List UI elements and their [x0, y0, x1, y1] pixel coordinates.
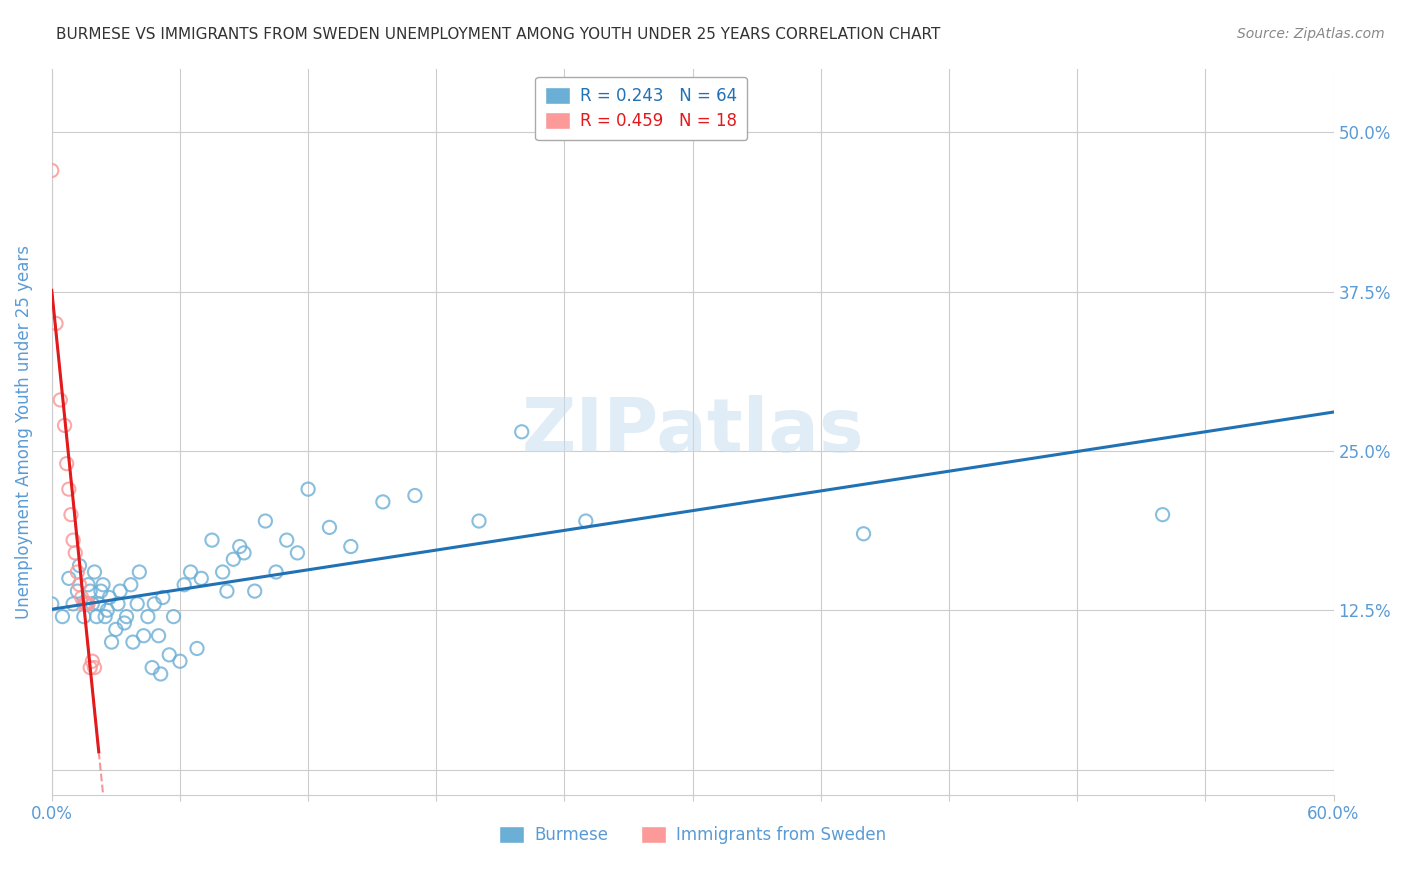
Point	[98, 591, 121, 605]
Point	[82, 654, 104, 668]
Point	[45, 317, 67, 331]
Point	[55, 457, 77, 471]
Point	[127, 597, 149, 611]
Point	[149, 667, 172, 681]
Point	[77, 578, 100, 592]
Point	[575, 514, 598, 528]
Point	[148, 629, 170, 643]
Point	[233, 546, 256, 560]
Text: ZIPatlas: ZIPatlas	[522, 395, 863, 468]
Point	[69, 558, 91, 573]
Point	[468, 514, 491, 528]
Point	[211, 565, 233, 579]
Point	[86, 609, 108, 624]
Text: Source: ZipAtlas.com: Source: ZipAtlas.com	[1237, 27, 1385, 41]
Point	[157, 648, 180, 662]
Point	[1152, 508, 1174, 522]
Point	[186, 641, 208, 656]
Point	[94, 609, 117, 624]
Point	[201, 533, 224, 548]
Point	[371, 495, 394, 509]
Point	[69, 578, 91, 592]
Point	[82, 597, 104, 611]
Point	[96, 603, 118, 617]
Point	[215, 584, 238, 599]
Point	[404, 489, 426, 503]
Point	[65, 546, 87, 560]
Point	[100, 635, 122, 649]
Point	[70, 591, 93, 605]
Point	[66, 565, 89, 579]
Point	[75, 597, 97, 611]
Point	[53, 418, 76, 433]
Point	[83, 660, 105, 674]
Point	[340, 540, 363, 554]
Point	[58, 571, 80, 585]
Point	[120, 578, 142, 592]
Point	[90, 584, 112, 599]
Point	[62, 597, 84, 611]
Point	[510, 425, 533, 439]
Point	[152, 591, 174, 605]
Point	[87, 597, 110, 611]
Point	[276, 533, 298, 548]
Point	[41, 597, 63, 611]
Point	[79, 584, 101, 599]
Point	[229, 540, 252, 554]
Point	[287, 546, 309, 560]
Point	[73, 609, 96, 624]
Y-axis label: Unemployment Among Youth under 25 years: Unemployment Among Youth under 25 years	[15, 244, 32, 619]
Text: BURMESE VS IMMIGRANTS FROM SWEDEN UNEMPLOYMENT AMONG YOUTH UNDER 25 YEARS CORREL: BURMESE VS IMMIGRANTS FROM SWEDEN UNEMPL…	[56, 27, 941, 42]
Point	[141, 660, 163, 674]
Point	[143, 597, 166, 611]
Point	[49, 392, 72, 407]
Point	[136, 609, 159, 624]
Point	[222, 552, 245, 566]
Point	[62, 533, 84, 548]
Point	[104, 623, 127, 637]
Point	[264, 565, 287, 579]
Point	[79, 660, 101, 674]
Point	[162, 609, 184, 624]
Point	[852, 526, 875, 541]
Point	[108, 584, 131, 599]
Point	[66, 584, 89, 599]
Point	[243, 584, 266, 599]
Point	[297, 482, 319, 496]
Point	[75, 597, 97, 611]
Point	[91, 578, 114, 592]
Point	[180, 565, 202, 579]
Point	[190, 571, 212, 585]
Point	[173, 578, 195, 592]
Legend: R = 0.243   N = 64, R = 0.459   N = 18: R = 0.243 N = 64, R = 0.459 N = 18	[536, 77, 748, 140]
Point	[73, 597, 96, 611]
Point	[254, 514, 277, 528]
Point	[128, 565, 150, 579]
Point	[59, 508, 82, 522]
Point	[115, 609, 138, 624]
Point	[83, 565, 105, 579]
Point	[122, 635, 145, 649]
Point	[58, 482, 80, 496]
Point	[169, 654, 191, 668]
Point	[318, 520, 340, 534]
Point	[77, 597, 100, 611]
Point	[41, 163, 63, 178]
Point	[107, 597, 129, 611]
Point	[112, 615, 135, 630]
Point	[51, 609, 73, 624]
Point	[132, 629, 155, 643]
